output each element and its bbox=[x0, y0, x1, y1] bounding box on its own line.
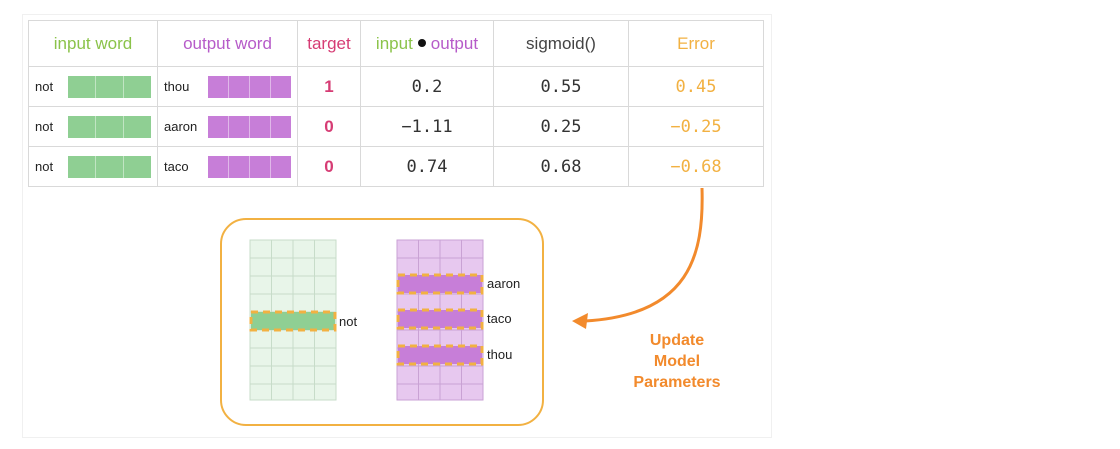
error-value: −0.68 bbox=[628, 146, 764, 187]
input-vector bbox=[68, 155, 151, 178]
context-row-taco bbox=[396, 308, 484, 330]
output-word: thou bbox=[164, 79, 190, 94]
header-sigmoid: sigmoid() bbox=[493, 20, 629, 67]
error-value: −0.25 bbox=[628, 106, 764, 147]
output-word: taco bbox=[164, 159, 189, 174]
sigmoid-value: 0.55 bbox=[493, 66, 629, 107]
output-word: aaron bbox=[164, 119, 198, 134]
context-label-thou: thou bbox=[487, 347, 513, 362]
context-row-aaron bbox=[396, 273, 484, 295]
target-value: 0 bbox=[297, 106, 361, 147]
header-dot-input: input bbox=[375, 33, 413, 53]
dot-product-icon bbox=[417, 39, 426, 48]
sigmoid-value: 0.68 bbox=[493, 146, 629, 187]
dot-value: 0.2 bbox=[360, 66, 494, 107]
header-error: Error bbox=[628, 20, 764, 67]
header-target: target bbox=[297, 20, 361, 67]
update-arrow bbox=[584, 187, 704, 323]
context-matrix bbox=[396, 239, 484, 401]
output-vector bbox=[207, 155, 292, 178]
table-row: not taco 0 0.74 0.68 −0.68 bbox=[28, 146, 764, 187]
input-word: not bbox=[35, 159, 54, 174]
parameter-matrices-box bbox=[220, 218, 544, 426]
update-model-parameters-label: Update Model Parameters bbox=[633, 332, 721, 391]
embedding-label: not bbox=[339, 314, 358, 329]
output-vector bbox=[207, 115, 292, 138]
training-table: input word output word target input outpu… bbox=[28, 20, 764, 187]
arrow-head-icon bbox=[572, 313, 588, 329]
input-word: not bbox=[35, 79, 54, 94]
context-row-thou bbox=[396, 344, 484, 366]
input-vector bbox=[68, 115, 151, 138]
target-value: 0 bbox=[297, 146, 361, 187]
embedding-matrix bbox=[249, 239, 337, 401]
error-value: 0.45 bbox=[628, 66, 764, 107]
context-label-aaron: aaron bbox=[487, 276, 521, 291]
input-vector bbox=[68, 75, 151, 98]
header-dot-output: output bbox=[430, 33, 479, 53]
context-label-taco: taco bbox=[487, 311, 512, 326]
input-word: not bbox=[35, 119, 54, 134]
sigmoid-value: 0.25 bbox=[493, 106, 629, 147]
dot-value: 0.74 bbox=[360, 146, 494, 187]
table-row: not thou 1 0.2 0.55 0.45 bbox=[28, 66, 764, 107]
embedding-row-not bbox=[249, 310, 337, 332]
table-row: not aaron 0 −1.11 0.25 −0.25 bbox=[28, 106, 764, 147]
output-vector bbox=[207, 75, 292, 98]
